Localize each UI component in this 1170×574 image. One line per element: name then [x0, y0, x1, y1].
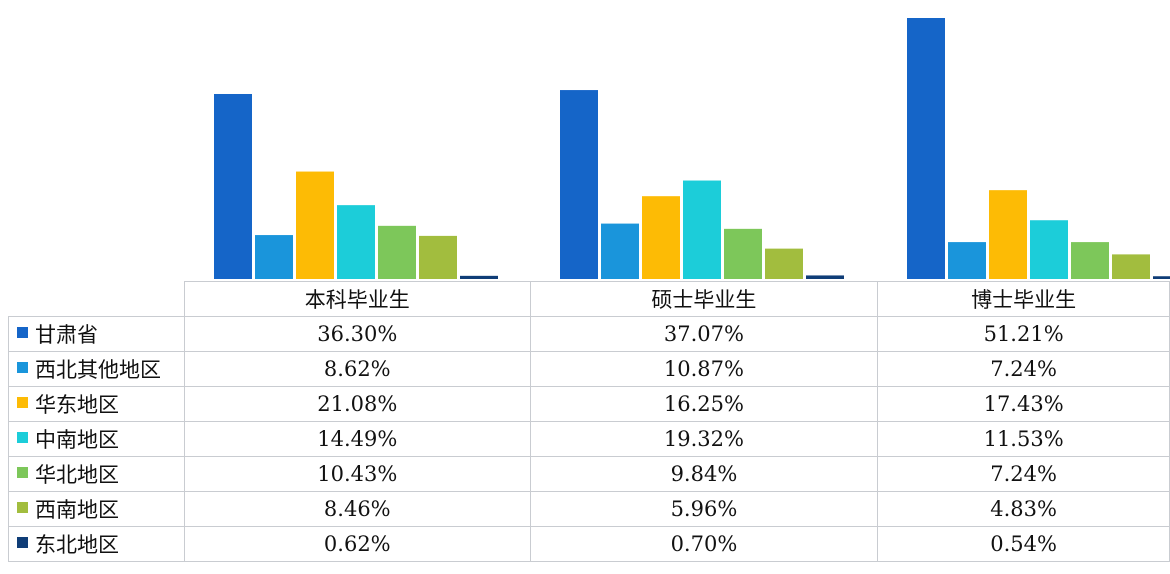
bar — [907, 18, 945, 279]
legend-cell: 中南地区 — [8, 421, 185, 457]
legend-cell: 东北地区 — [8, 526, 185, 562]
legend-swatch — [17, 361, 28, 373]
series-label: 东北地区 — [35, 533, 119, 557]
value-cell: 0.70% — [529, 526, 879, 562]
legend-swatch — [17, 326, 28, 338]
value-cell: 51.21% — [877, 316, 1170, 352]
category-header: 硕士毕业生 — [529, 281, 879, 317]
bar — [765, 248, 803, 279]
legend-swatch — [17, 536, 28, 548]
value-cell: 36.30% — [183, 316, 531, 352]
value-cell: 9.84% — [529, 456, 879, 492]
value-cell: 10.43% — [183, 456, 531, 492]
value-cell: 16.25% — [529, 386, 879, 422]
value-cell: 8.46% — [183, 491, 531, 527]
bar — [601, 223, 639, 279]
value-cell: 7.24% — [877, 351, 1170, 387]
value-cell: 11.53% — [877, 421, 1170, 457]
table-header-row: 本科毕业生 硕士毕业生 博士毕业生 — [8, 281, 1170, 317]
bar — [724, 228, 762, 279]
value-cell: 21.08% — [183, 386, 531, 422]
bar — [642, 196, 680, 279]
bar — [378, 225, 416, 279]
table-row: 西北其他地区 8.62% 10.87% 7.24% — [8, 351, 1170, 387]
bar — [460, 275, 498, 279]
bar — [214, 93, 252, 279]
table-row: 西南地区 8.46% 5.96% 4.83% — [8, 491, 1170, 527]
value-cell: 0.62% — [183, 526, 531, 562]
bar — [683, 180, 721, 279]
series-label: 中南地区 — [35, 428, 119, 452]
bar — [560, 90, 598, 280]
legend-swatch — [17, 501, 28, 513]
value-cell: 7.24% — [877, 456, 1170, 492]
bar — [989, 190, 1027, 279]
bar — [1112, 254, 1150, 279]
value-cell: 8.62% — [183, 351, 531, 387]
value-cell: 19.32% — [529, 421, 879, 457]
bar — [948, 242, 986, 279]
bar — [419, 235, 457, 279]
legend-swatch — [17, 466, 28, 478]
legend-cell: 华东地区 — [8, 386, 185, 422]
category-header: 博士毕业生 — [877, 281, 1170, 317]
table-row: 中南地区 14.49% 19.32% 11.53% — [8, 421, 1170, 457]
legend-swatch — [17, 396, 28, 408]
series-label: 西北其他地区 — [35, 358, 161, 382]
legend-cell: 华北地区 — [8, 456, 185, 492]
bar — [255, 235, 293, 279]
table-row: 东北地区 0.62% 0.70% 0.54% — [8, 526, 1170, 562]
legend-swatch — [17, 431, 28, 443]
value-cell: 0.54% — [877, 526, 1170, 562]
bar-chart — [214, 18, 1170, 280]
bar — [1030, 220, 1068, 279]
category-header: 本科毕业生 — [183, 281, 531, 317]
bar — [1153, 276, 1170, 279]
table-row: 华北地区 10.43% 9.84% 7.24% — [8, 456, 1170, 492]
series-label: 甘肃省 — [35, 323, 98, 347]
table-row: 华东地区 21.08% 16.25% 17.43% — [8, 386, 1170, 422]
data-table: 本科毕业生 硕士毕业生 博士毕业生 甘肃省 36.30% 37.07% 51.21% 西… — [8, 281, 1170, 562]
series-label: 西南地区 — [35, 498, 119, 522]
value-cell: 5.96% — [529, 491, 879, 527]
legend-cell: 西南地区 — [8, 491, 185, 527]
value-cell: 4.83% — [877, 491, 1170, 527]
table-corner-cell — [8, 281, 185, 317]
table-body: 甘肃省 36.30% 37.07% 51.21% 西北其他地区 8.62% 10.87% 7.… — [8, 316, 1170, 562]
bar — [1071, 242, 1109, 279]
legend-cell: 西北其他地区 — [8, 351, 185, 387]
value-cell: 37.07% — [529, 316, 879, 352]
bar — [806, 275, 844, 279]
value-cell: 14.49% — [183, 421, 531, 457]
bar — [296, 171, 334, 279]
series-label: 华东地区 — [35, 393, 119, 417]
bar-group — [214, 18, 1170, 280]
bar — [337, 205, 375, 279]
legend-cell: 甘肃省 — [8, 316, 185, 352]
value-cell: 17.43% — [877, 386, 1170, 422]
series-label: 华北地区 — [35, 463, 119, 487]
table-row: 甘肃省 36.30% 37.07% 51.21% — [8, 316, 1170, 352]
value-cell: 10.87% — [529, 351, 879, 387]
